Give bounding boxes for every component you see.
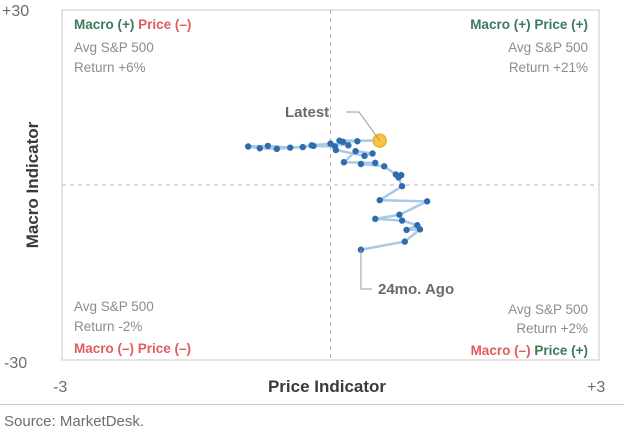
data-point bbox=[381, 163, 388, 170]
x-tick-label-right: +3 bbox=[587, 379, 605, 396]
quadrant-heading: Macro (+) Price (–) bbox=[74, 17, 191, 32]
data-point bbox=[423, 198, 431, 205]
data-point bbox=[392, 171, 400, 178]
latest-label: Latest bbox=[285, 104, 329, 121]
series-layer bbox=[244, 111, 431, 290]
quadrant-line1: Avg S&P 500 bbox=[74, 40, 154, 55]
data-point bbox=[256, 145, 263, 152]
data-point bbox=[345, 142, 352, 149]
data-point bbox=[361, 152, 368, 160]
quadrant-top-left: Macro (+) Price (–) Avg S&P 500 Return +… bbox=[74, 17, 191, 75]
data-point bbox=[372, 159, 379, 167]
x-axis-title: Price Indicator bbox=[268, 377, 386, 396]
quadrant-heading: Macro (–) Price (–) bbox=[74, 341, 191, 356]
quadrant-top-right: Macro (+) Price (+) Avg S&P 500 Return +… bbox=[470, 17, 588, 75]
data-point bbox=[401, 238, 408, 245]
latest-leader-line bbox=[346, 111, 381, 141]
quadrant-line2: Return +2% bbox=[516, 321, 588, 336]
data-point bbox=[244, 143, 252, 150]
data-point bbox=[352, 147, 359, 155]
quadrant-line1: Avg S&P 500 bbox=[74, 299, 154, 314]
quadrant-heading: Macro (–) Price (+) bbox=[471, 343, 588, 358]
data-point bbox=[308, 142, 315, 149]
data-point bbox=[376, 196, 383, 204]
data-point bbox=[398, 217, 406, 224]
data-point bbox=[357, 160, 365, 168]
quadrant-chart: +30 -30 -3 +3 Price Indicator Macro Indi… bbox=[2, 3, 605, 396]
data-point bbox=[336, 137, 343, 144]
y-axis-title: Macro Indicator bbox=[23, 121, 42, 248]
data-point bbox=[372, 215, 379, 223]
quadrant-heading: Macro (+) Price (+) bbox=[470, 17, 588, 32]
quadrant-bottom-right: Avg S&P 500 Return +2% Macro (–) Price (… bbox=[471, 302, 588, 358]
quadrant-line1: Avg S&P 500 bbox=[508, 302, 588, 317]
x-tick-label-left: -3 bbox=[53, 379, 67, 396]
data-point bbox=[340, 159, 348, 166]
data-point bbox=[414, 222, 421, 229]
data-point bbox=[403, 226, 410, 234]
data-point bbox=[354, 138, 361, 145]
data-point bbox=[396, 211, 403, 218]
quadrant-line2: Return +6% bbox=[74, 60, 146, 75]
y-tick-label-top: +30 bbox=[2, 3, 29, 20]
data-point bbox=[398, 182, 406, 190]
data-point bbox=[398, 171, 405, 179]
footer-divider bbox=[0, 404, 624, 405]
data-point bbox=[273, 145, 280, 153]
oldest-leader-line bbox=[360, 249, 372, 290]
y-tick-label-bottom: -30 bbox=[4, 355, 27, 372]
quadrant-bottom-left: Avg S&P 500 Return -2% Macro (–) Price (… bbox=[74, 299, 191, 356]
quadrant-line2: Return -2% bbox=[74, 319, 142, 334]
data-point bbox=[369, 150, 376, 157]
series-line bbox=[246, 139, 429, 251]
source-note: Source: MarketDesk. bbox=[4, 413, 145, 430]
data-point bbox=[287, 144, 294, 151]
data-point bbox=[299, 143, 306, 151]
data-point bbox=[264, 142, 272, 150]
quadrant-line2: Return +21% bbox=[509, 60, 588, 75]
oldest-label: 24mo. Ago bbox=[378, 281, 454, 298]
quadrant-line1: Avg S&P 500 bbox=[508, 40, 588, 55]
data-point bbox=[327, 140, 334, 147]
